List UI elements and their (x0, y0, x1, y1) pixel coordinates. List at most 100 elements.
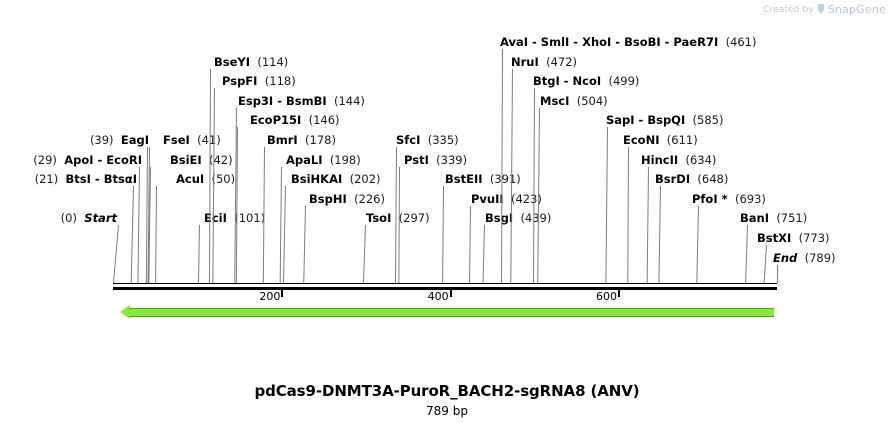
leader-line (627, 146, 629, 284)
enzyme-name: BmrI (267, 133, 298, 147)
enzyme-label[interactable]: BsgI (439) (485, 212, 551, 224)
enzyme-label[interactable]: AvaI - SmlI - XhoI - BsoBI - PaeR7I (461… (500, 36, 757, 48)
enzyme-position: (39) (89, 133, 114, 147)
enzyme-label[interactable]: EcoNI (611) (623, 134, 698, 146)
enzyme-name: TsoI (366, 211, 392, 226)
enzyme-label[interactable]: PfoI * (693) (692, 193, 766, 205)
enzyme-label[interactable]: End (789) (773, 252, 836, 264)
enzyme-label[interactable]: BspHI (226) (309, 193, 385, 205)
enzyme-name: End (773, 250, 798, 265)
enzyme-name: EcoP15I (250, 113, 302, 128)
enzyme-label[interactable]: HincII (634) (641, 154, 716, 166)
enzyme-name: AvaI - SmlI - XhoI - BsoBI - PaeR7I (500, 35, 719, 49)
enzyme-position: (226) (354, 191, 385, 206)
enzyme-name: PfoI * (692, 191, 728, 206)
enzyme-name: BanI (740, 211, 769, 226)
enzyme-label[interactable]: SfcI (335) (396, 134, 459, 146)
enzyme-label[interactable]: PvuII (423) (471, 193, 542, 205)
enzyme-position: (585) (692, 113, 724, 128)
enzyme-name: BstEII (445, 172, 483, 187)
enzyme-label[interactable]: MscI (504) (540, 95, 608, 107)
enzyme-label[interactable]: EcoP15I (146) (250, 114, 340, 126)
enzyme-position: (339) (436, 152, 468, 167)
leader-line (155, 186, 157, 283)
leader-line (646, 166, 649, 283)
enzyme-name: BstXI (757, 231, 792, 245)
enzyme-position: (50) (211, 172, 236, 187)
enzyme-label[interactable]: ApaLI (198) (286, 154, 361, 166)
enzyme-name: BsgI (485, 211, 514, 226)
leader-line (482, 225, 485, 283)
enzyme-name: BsiHKAI (291, 172, 343, 187)
leader-line (469, 205, 471, 283)
ruler-tick-label: 200 (259, 290, 281, 303)
enzyme-position: (29) (33, 152, 57, 167)
enzyme-label[interactable]: PspFI (118) (222, 75, 296, 87)
enzyme-name: ApoI - EcoRI (64, 152, 142, 167)
leader-line (658, 186, 661, 283)
ruler-tick (281, 290, 284, 297)
enzyme-label[interactable]: Esp3I - BsmBI (144) (238, 95, 365, 107)
leader-line (777, 264, 779, 283)
enzyme-name: PspFI (222, 74, 258, 89)
enzyme-label[interactable]: BmrI (178) (267, 134, 336, 146)
enzyme-label[interactable]: BseYI (114) (214, 56, 288, 68)
enzyme-label[interactable]: (29) ApoI - EcoRI (33, 154, 142, 166)
enzyme-name: AcuI (176, 172, 205, 187)
enzyme-name: SfcI (396, 133, 421, 147)
enzyme-label[interactable]: BsrDI (648) (655, 173, 728, 185)
enzyme-name: EagI (120, 133, 149, 147)
enzyme-name: PvuII (471, 191, 504, 206)
enzyme-position: (0) (60, 211, 77, 226)
leader-line (283, 186, 286, 283)
backbone-line (113, 283, 778, 284)
enzyme-position: (789) (804, 250, 836, 265)
enzyme-label[interactable]: BanI (751) (740, 212, 807, 224)
enzyme-position: (693) (734, 191, 766, 206)
enzyme-label[interactable]: BsiHKAI (202) (291, 173, 381, 185)
enzyme-label[interactable]: BsiEI (42) (170, 154, 233, 166)
leader-line (501, 48, 503, 284)
enzyme-label[interactable]: TsoI (297) (366, 212, 430, 224)
enzyme-label[interactable]: BstXI (773) (757, 232, 830, 244)
enzyme-name: MscI (540, 93, 570, 108)
leader-line (130, 186, 134, 283)
leader-line (198, 225, 200, 283)
enzyme-name: BspHI (309, 191, 347, 206)
enzyme-position: (499) (608, 74, 640, 89)
enzyme-position: (198) (329, 152, 361, 167)
ruler-tick-label: 400 (427, 290, 449, 303)
leader-line (362, 225, 366, 283)
enzyme-label[interactable]: BstEII (391) (445, 173, 521, 185)
enzyme-name: BsiEI (170, 152, 202, 167)
enzyme-position: (391) (489, 172, 521, 187)
enzyme-label[interactable]: BtgI - NcoI (499) (533, 75, 639, 87)
enzyme-name: PstI (404, 152, 429, 167)
enzyme-name: BtgI - NcoI (533, 74, 602, 89)
enzyme-position: (634) (685, 152, 717, 167)
enzyme-label[interactable]: (0) Start (61, 212, 117, 224)
enzyme-label[interactable]: SapI - BspQI (585) (606, 114, 723, 126)
enzyme-label[interactable]: (39) EagI (90, 134, 149, 146)
leader-line (763, 244, 767, 283)
enzyme-position: (611) (666, 133, 698, 147)
enzyme-label[interactable]: NruI (472) (511, 56, 577, 68)
leader-line (137, 166, 140, 283)
enzyme-position: (297) (398, 211, 430, 226)
enzyme-position: (751) (776, 211, 808, 226)
enzyme-position: (146) (308, 113, 340, 128)
leader-line (235, 127, 238, 283)
enzyme-label[interactable]: PstI (339) (404, 154, 467, 166)
enzyme-position: (202) (349, 172, 381, 187)
enzyme-position: (178) (305, 133, 336, 147)
enzyme-position: (461) (725, 35, 757, 49)
enzyme-label[interactable]: AcuI (50) (176, 173, 235, 185)
enzyme-name: NruI (511, 54, 539, 69)
enzyme-label[interactable]: (21) BtsI - BtsαI (35, 173, 137, 185)
enzyme-label[interactable]: FseI (41) (163, 134, 221, 146)
ruler-tick-label: 600 (596, 290, 618, 303)
leader-line (745, 225, 748, 283)
ruler-tick (449, 290, 452, 297)
feature-body[interactable] (129, 308, 775, 317)
